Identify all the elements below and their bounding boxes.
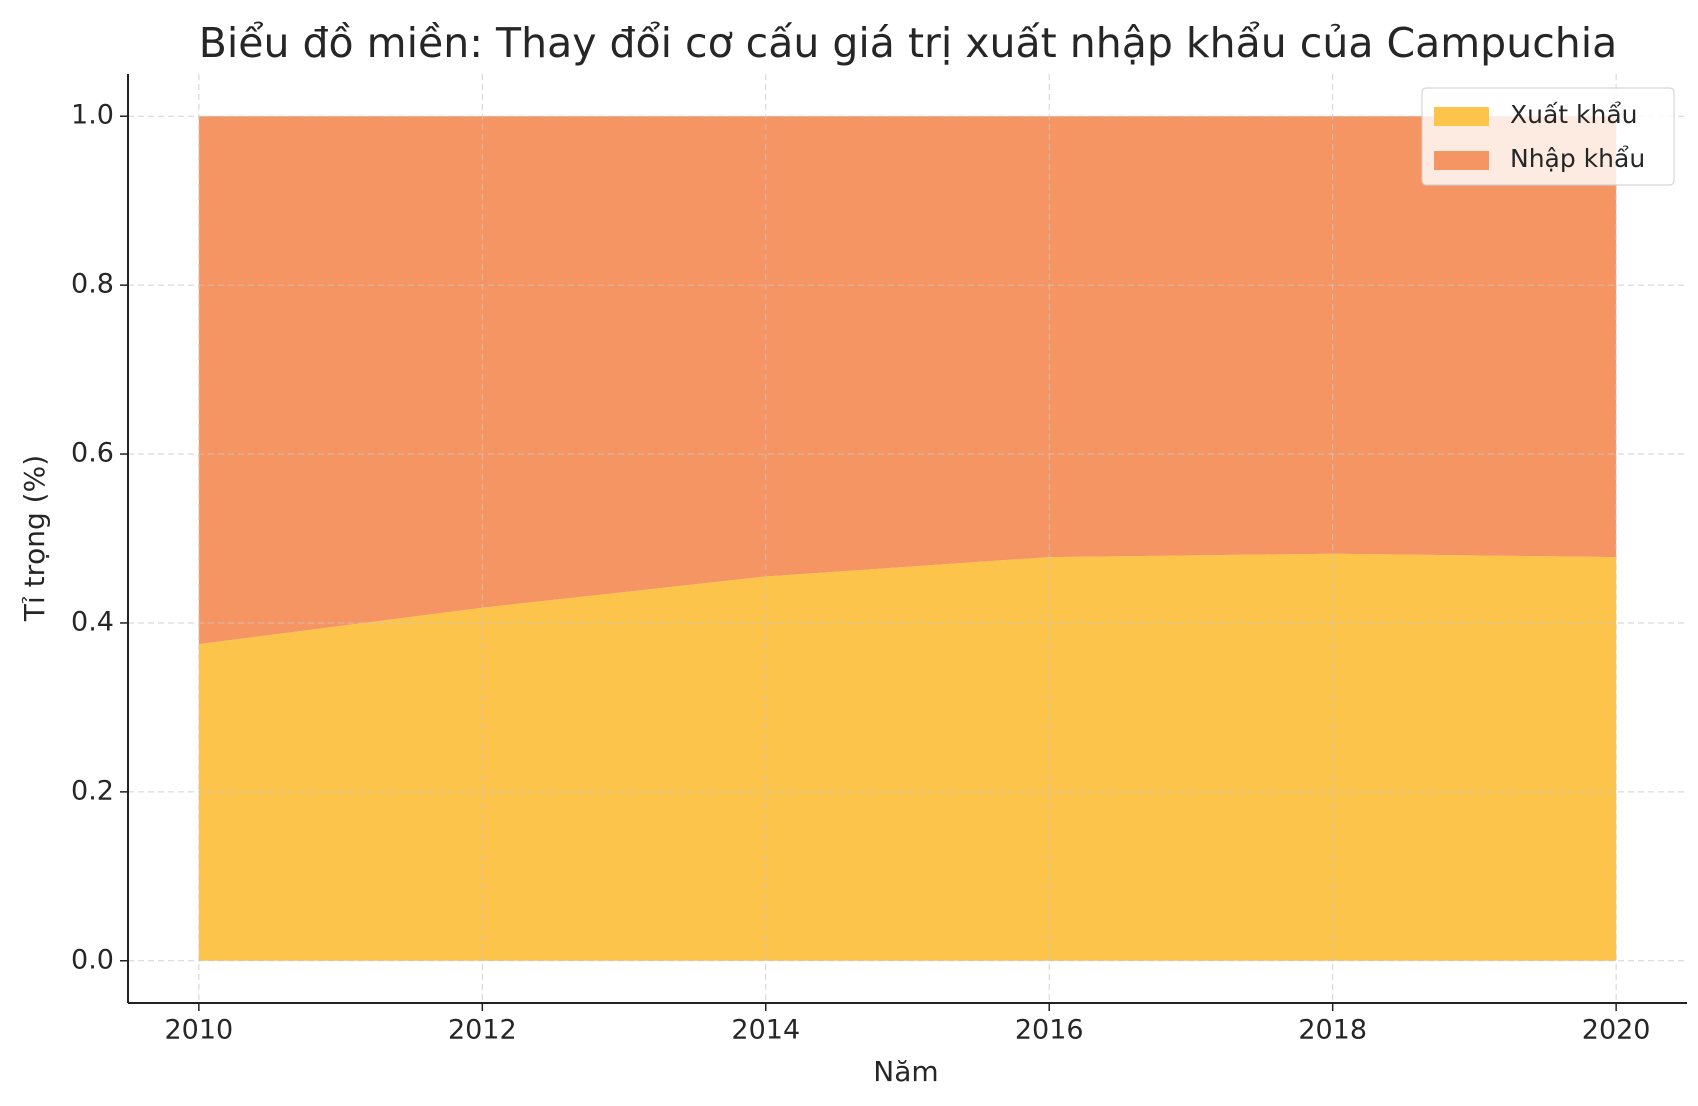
x-tick-label: 2018 [1298, 1015, 1367, 1046]
x-tick-label: 2010 [165, 1015, 234, 1046]
legend-swatch [1434, 151, 1489, 170]
y-axis-label: Tỉ trọng (%) [18, 455, 51, 622]
x-tick-label: 2016 [1015, 1015, 1084, 1046]
area [198, 116, 1617, 645]
y-tick-label: 0.6 [71, 438, 114, 469]
y-tick-label: 0.8 [71, 269, 114, 300]
chart-title: Biểu đồ miền: Thay đổi cơ cấu giá trị xu… [199, 19, 1617, 67]
x-tick-label: 2012 [448, 1015, 517, 1046]
legend-label: Nhập khẩu [1510, 144, 1645, 173]
legend-swatch [1434, 107, 1489, 126]
y-tick-label: 1.0 [71, 100, 114, 131]
y-tick-label: 0.0 [71, 944, 114, 975]
area [198, 553, 1617, 961]
y-tick-label: 0.4 [71, 606, 114, 637]
y-tick-label: 0.2 [71, 775, 114, 806]
x-tick-label: 2014 [731, 1015, 800, 1046]
legend: Xuất khẩu Nhập khẩu [1421, 87, 1675, 186]
legend-label: Xuất khẩu [1510, 100, 1638, 129]
x-tick-label: 2020 [1582, 1015, 1651, 1046]
x-axis-label: Năm [873, 1055, 938, 1088]
